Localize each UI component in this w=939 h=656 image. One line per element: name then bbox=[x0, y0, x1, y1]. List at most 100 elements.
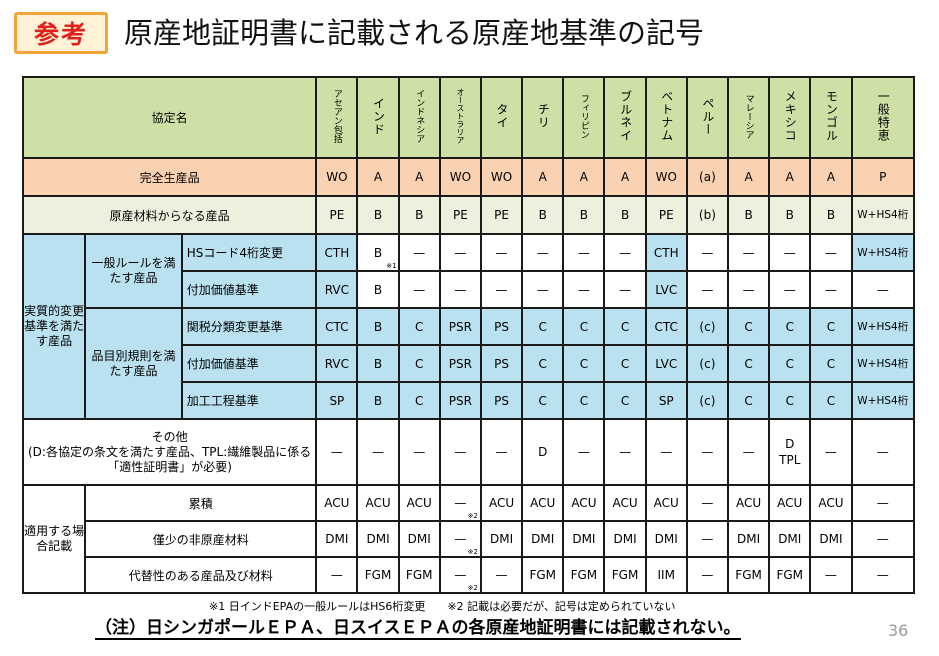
table-cell: C bbox=[397, 344, 441, 383]
country-header: ペルー bbox=[685, 76, 730, 159]
table-cell: A bbox=[562, 157, 606, 197]
table-cell: FGM bbox=[726, 556, 771, 594]
table-cell: DMI bbox=[315, 520, 359, 558]
table-row: その他 (D:各協定の条文を満たす産品、TPL:繊維製品に係る「適性証明書」が必… bbox=[21, 418, 916, 486]
cell-value: A bbox=[785, 170, 794, 184]
cell-value: RVC bbox=[324, 282, 349, 297]
cell-value: — bbox=[824, 568, 837, 582]
table-row: 付加価値基準 RVC B C PSR PS C C C LVC (c) C C C W+HS4桁 bbox=[23, 344, 916, 383]
table-cell: — bbox=[521, 233, 565, 272]
cell-value: D bbox=[538, 445, 548, 459]
table-cell: C bbox=[809, 344, 853, 383]
table-cell: — bbox=[479, 233, 524, 272]
other-label: その他 bbox=[151, 429, 188, 444]
cell-value: — bbox=[619, 245, 632, 260]
table-cell: IIM bbox=[644, 556, 688, 594]
table-cell: ACU bbox=[521, 484, 565, 522]
agreement-name-header: 協定名 bbox=[21, 76, 318, 159]
table-cell: — bbox=[809, 418, 853, 486]
cell-value: C bbox=[826, 393, 836, 408]
table-cell: WO bbox=[644, 157, 688, 197]
cell-value: — bbox=[701, 445, 714, 459]
country-header: 一般特恵 bbox=[850, 76, 916, 159]
table-cell: B ※1 bbox=[356, 233, 400, 272]
cell-value: FGM bbox=[364, 568, 392, 582]
table-cell: DMI bbox=[356, 520, 400, 558]
cell-value: — bbox=[742, 282, 755, 297]
cell-value: W+HS4桁 bbox=[857, 357, 909, 370]
cell-value: A bbox=[620, 170, 630, 184]
cell-value: B bbox=[785, 208, 794, 222]
cell-value: B bbox=[538, 208, 547, 222]
table-cell: PSR bbox=[438, 307, 482, 346]
cell-value: — bbox=[454, 568, 467, 582]
table-cell: DMI bbox=[521, 520, 565, 558]
table-cell: — bbox=[479, 270, 524, 309]
table-cell: — bbox=[603, 270, 647, 309]
cell-value: — bbox=[495, 568, 508, 582]
table-cell: DMI bbox=[809, 520, 853, 558]
table-cell: PE bbox=[644, 195, 688, 235]
cell-value: — bbox=[701, 532, 714, 546]
table-cell: C bbox=[521, 344, 565, 383]
cell-value: ACU bbox=[612, 496, 638, 510]
note-mark: ※2 bbox=[467, 584, 478, 592]
cell-value: LVC bbox=[655, 282, 678, 297]
table-cell: C bbox=[768, 344, 812, 383]
cell-value: ACU bbox=[571, 496, 597, 510]
cell-value: B bbox=[620, 208, 630, 222]
table-cell: C bbox=[603, 344, 647, 383]
cell-value: — bbox=[876, 568, 889, 582]
table-cell: (a) bbox=[685, 157, 730, 197]
table-cell: ACU bbox=[315, 484, 359, 522]
cell-value: CTC bbox=[654, 319, 678, 334]
header-row: 協定名 アセアン包括 インド インドネシア オーストラリア タイ チリ フィリピ… bbox=[21, 76, 916, 159]
cell-value: W+HS4桁 bbox=[857, 246, 909, 259]
cell-value: IIM bbox=[657, 568, 675, 582]
table-cell: SP bbox=[315, 381, 359, 420]
cell-value: ACU bbox=[777, 496, 803, 510]
table-cell: CTH bbox=[644, 233, 688, 272]
table-cell: B bbox=[356, 270, 400, 309]
cell-value: — bbox=[876, 532, 889, 546]
table-cell: C bbox=[768, 307, 812, 346]
table-cell: PE bbox=[479, 195, 524, 235]
cell-value: CTC bbox=[325, 319, 349, 334]
table-cell: DMI bbox=[479, 520, 524, 558]
cell-value: C bbox=[620, 393, 630, 408]
table-cell: — bbox=[315, 556, 359, 594]
table-cell: (c) bbox=[685, 381, 730, 420]
cell-value: C bbox=[620, 356, 630, 371]
table-cell: A bbox=[603, 157, 647, 197]
table-cell: — bbox=[809, 556, 853, 594]
row-label: 累積 bbox=[84, 484, 318, 522]
cell-value: DMI bbox=[366, 532, 390, 546]
cell-value: — bbox=[701, 496, 714, 510]
cell-value: DMI bbox=[737, 532, 761, 546]
row-label-other: その他 (D:各協定の条文を満たす産品、TPL:繊維製品に係る「適性証明書」が必… bbox=[21, 418, 318, 486]
cell-value: DMI bbox=[489, 532, 514, 546]
table-cell: LVC bbox=[644, 344, 688, 383]
table-cell: C bbox=[603, 307, 647, 346]
table-cell: FGM bbox=[603, 556, 647, 594]
cell-value: — bbox=[330, 568, 343, 582]
table-cell: — bbox=[726, 418, 771, 486]
row-label: 原産材料からなる産品 bbox=[21, 195, 318, 235]
table-row: 代替性のある産品及び材料 — FGM FGM — ※2— FGM FGM FGM IIM — FGM… bbox=[23, 556, 916, 594]
cell-value: CTH bbox=[653, 245, 679, 260]
cell-value: PSR bbox=[448, 319, 472, 334]
cell-value: B bbox=[373, 356, 383, 371]
cell-value: — bbox=[783, 282, 796, 297]
row-label: 僅少の非原産材料 bbox=[84, 520, 318, 558]
page-title: 原産地証明書に記載される原産地基準の記号 bbox=[124, 16, 705, 50]
table-cell: C bbox=[726, 381, 771, 420]
cell-value: WO bbox=[326, 170, 348, 184]
table-cell: ACU bbox=[479, 484, 524, 522]
cell-value: B bbox=[744, 208, 753, 222]
table-cell: D TPL bbox=[768, 418, 812, 486]
table-cell: C bbox=[768, 381, 812, 420]
table-cell: LVC bbox=[644, 270, 688, 309]
table-cell: — bbox=[685, 520, 730, 558]
cell-value: FGM bbox=[611, 568, 639, 582]
cell-value: C bbox=[826, 319, 836, 334]
